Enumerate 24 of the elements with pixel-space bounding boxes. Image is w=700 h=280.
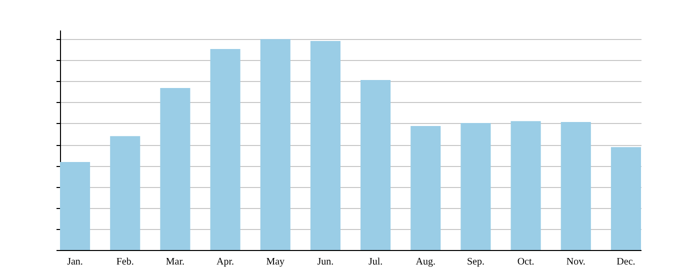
x-tick-label: Mar. — [166, 256, 185, 268]
bar — [160, 88, 190, 250]
x-tick-label: Nov. — [566, 256, 586, 268]
x-tick-label: Jun. — [317, 256, 334, 268]
bar — [560, 122, 591, 250]
bar — [260, 39, 290, 250]
bar — [610, 147, 641, 250]
x-tick-label: Aug. — [416, 256, 436, 268]
x-tick-label: Jul. — [368, 256, 383, 268]
x-tick-label: Dec. — [616, 256, 636, 268]
bar — [110, 136, 140, 250]
x-tick-label: Jan. — [67, 256, 83, 268]
bar — [60, 162, 90, 250]
x-tick-label: May — [266, 256, 285, 268]
x-tick-label: Oct. — [517, 256, 534, 268]
bar — [410, 126, 441, 250]
x-tick-label: Sep. — [466, 256, 484, 268]
x-tick-label: Feb. — [116, 256, 134, 268]
x-tick-label: Apr. — [216, 256, 234, 268]
bar — [360, 80, 391, 250]
bar — [210, 48, 240, 250]
bar — [310, 40, 340, 250]
bar — [510, 121, 541, 250]
bar — [460, 123, 491, 250]
